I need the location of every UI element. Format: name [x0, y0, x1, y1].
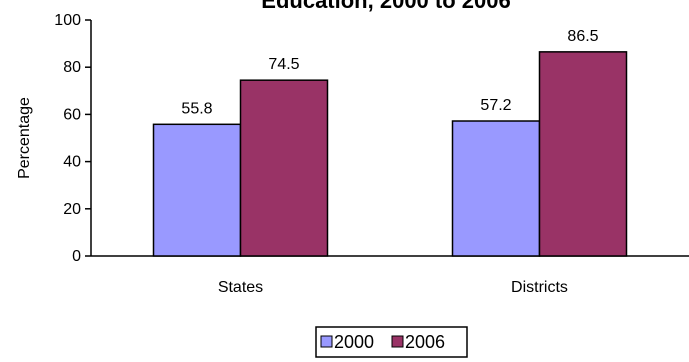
legend: 2000 2006: [315, 326, 468, 358]
y-tick-label: 0: [72, 248, 81, 265]
y-tick-label: 80: [63, 59, 81, 76]
chart-title: Education, 2000 to 2006: [261, 0, 510, 13]
legend-swatch-2006: [391, 335, 404, 348]
bar-2000-states: [152, 123, 242, 257]
legend-label-2000: 2000: [334, 332, 374, 352]
category-label-districts: Districts: [511, 279, 568, 296]
y-tick-label: 100: [54, 12, 81, 29]
data-label-2000-districts: 57.2: [480, 97, 511, 114]
bar-2006-states: [239, 79, 329, 257]
data-label-2006-states: 74.5: [268, 56, 299, 73]
bar-2000-districts: [451, 120, 541, 257]
legend-swatch-2000: [320, 335, 333, 348]
data-label-2000-states: 55.8: [181, 100, 212, 117]
y-axis-label: Percentage: [16, 97, 33, 179]
plot-area: 0 20 40 60 80 100 55.8 74.5 States 57.2 86.5 Distri…: [54, 12, 689, 296]
category-label-states: States: [218, 279, 263, 296]
y-tick-label: 20: [63, 201, 81, 218]
bar-2006-districts: [538, 51, 628, 257]
legend-label-2006: 2006: [405, 332, 445, 352]
y-tick-label: 40: [63, 154, 81, 171]
data-label-2006-districts: 86.5: [567, 28, 598, 45]
y-tick-label: 60: [63, 106, 81, 123]
